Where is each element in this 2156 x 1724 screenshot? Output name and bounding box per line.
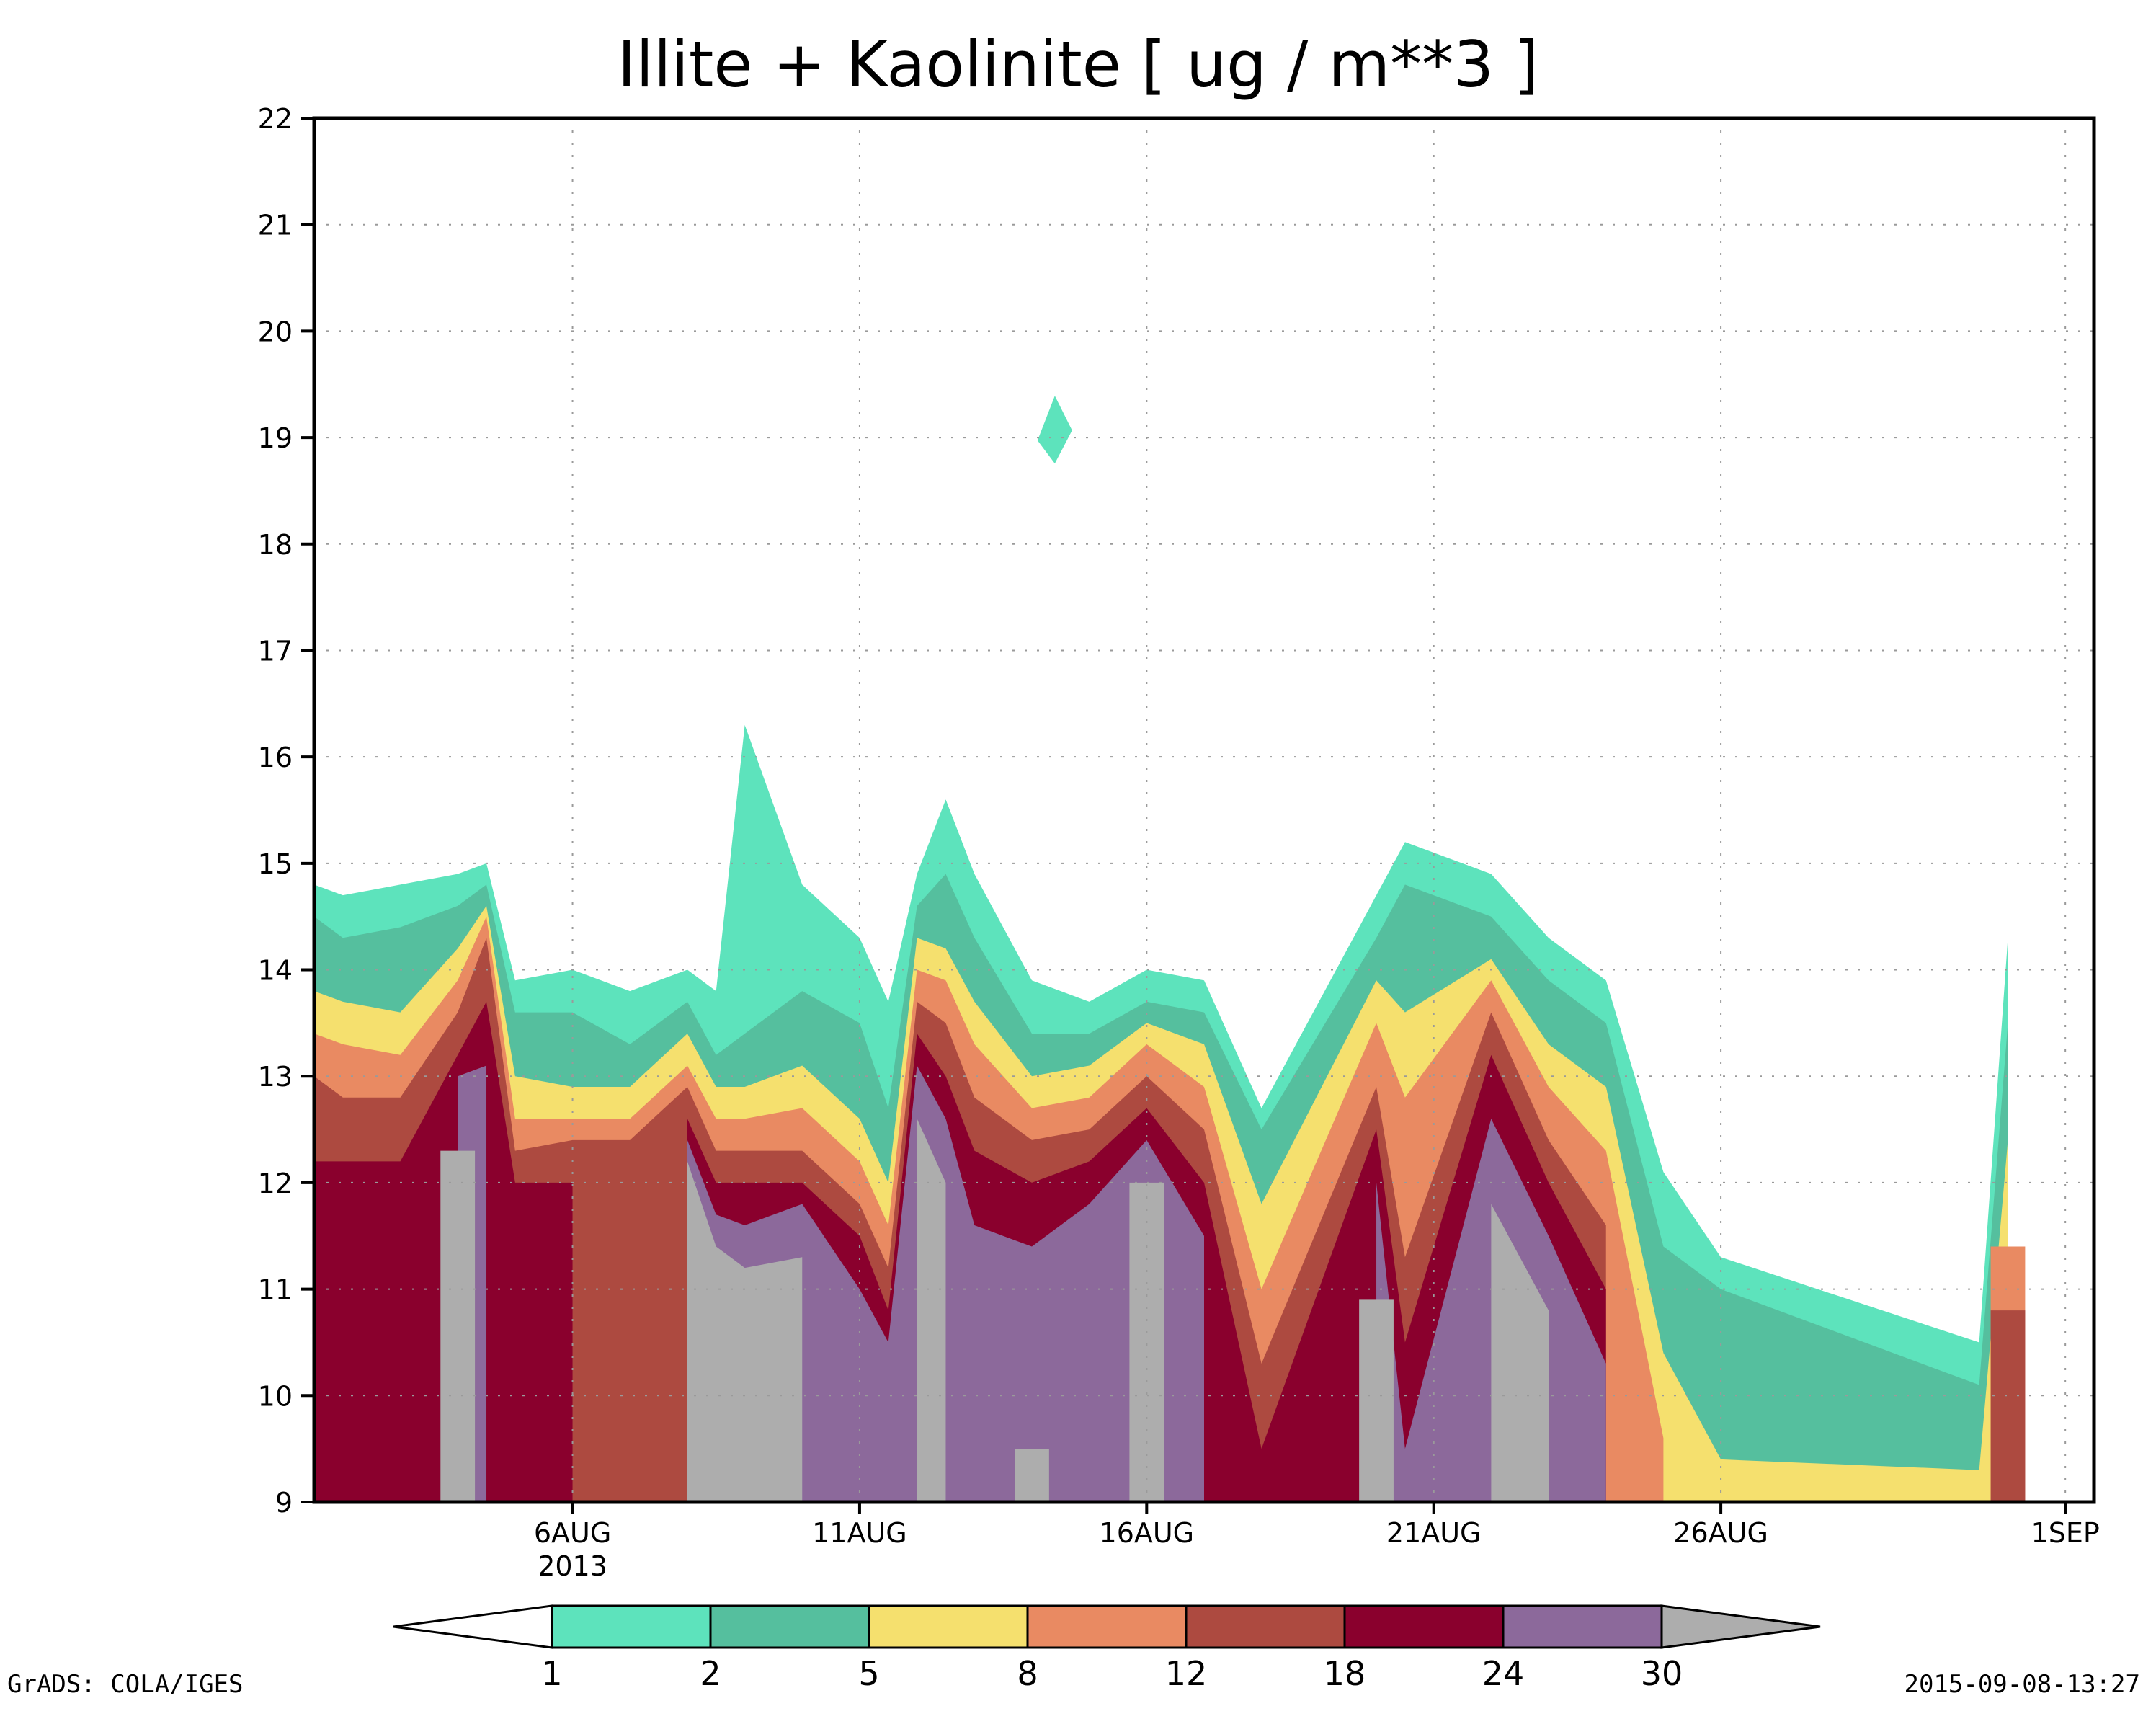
x-tick-label-11AUG: 11AUG — [812, 1517, 907, 1549]
x-tick-label-26AUG: 26AUG — [1673, 1517, 1768, 1549]
contour-band-gt30-3 — [1015, 1449, 1049, 1502]
y-tick-label-19: 19 — [258, 422, 293, 454]
colorbar-label-8: 8 — [1017, 1654, 1038, 1693]
colorbar-box-5-8 — [868, 1604, 1029, 1649]
y-tick-label-13: 13 — [258, 1061, 293, 1093]
y-tick-label-21: 21 — [258, 210, 293, 241]
plot-frame — [312, 116, 2096, 1504]
colorbar-label-18: 18 — [1324, 1654, 1366, 1693]
y-tick-label-20: 20 — [258, 316, 293, 347]
y-tick-label-11: 11 — [258, 1274, 293, 1306]
footer-right: 2015-09-08-13:27 — [1904, 1670, 2140, 1699]
gridlines — [314, 118, 2094, 1502]
y-tick-label-15: 15 — [258, 848, 293, 880]
x-tick-label-16AUG: 16AUG — [1100, 1517, 1195, 1549]
y-tick-label-10: 10 — [258, 1380, 293, 1412]
y-tick-label-16: 16 — [258, 742, 293, 773]
contour-band-gt30-0 — [440, 1150, 476, 1502]
colorbar-label-5: 5 — [858, 1654, 879, 1693]
contour-band-gt30-5 — [1359, 1299, 1394, 1502]
colorbar-box-1-2 — [551, 1604, 712, 1649]
colorbar-box-8-12 — [1026, 1604, 1188, 1649]
colorbar-label-2: 2 — [700, 1654, 721, 1693]
x-tick-label-6AUG: 6AUG — [534, 1517, 611, 1549]
contour-band-gt30-6 — [1491, 1204, 1549, 1502]
footer-left: GrADS: COLA/IGES — [7, 1670, 244, 1699]
colorbar-label-24: 24 — [1482, 1654, 1525, 1693]
x-tick-sublabel-2013: 2013 — [538, 1550, 607, 1582]
contour-band-gt30-2 — [917, 1119, 946, 1502]
colorbar-label-30: 30 — [1641, 1654, 1683, 1693]
chart-title: Illite + Kaolinite [ ug / m**3 ] — [618, 27, 1539, 102]
y-tick-label-9: 9 — [275, 1487, 293, 1519]
contour-band-gt30-4 — [1129, 1182, 1164, 1502]
y-tick-label-17: 17 — [258, 635, 293, 667]
contour-band-gt30-1 — [687, 1161, 803, 1502]
y-tick-label-18: 18 — [258, 529, 293, 561]
colorbar-label-12: 12 — [1165, 1654, 1208, 1693]
isolated-feature-0 — [1037, 396, 1072, 464]
y-tick-label-22: 22 — [258, 103, 293, 135]
colorbar-arrow-low — [393, 1604, 553, 1649]
y-tick-label-12: 12 — [258, 1168, 293, 1199]
x-tick-label-1SEP: 1SEP — [2031, 1517, 2100, 1549]
contour-fills — [314, 396, 2026, 1502]
x-tick-label-21AUG: 21AUG — [1386, 1517, 1482, 1549]
colorbar-box-24-30 — [1502, 1604, 1663, 1649]
colorbar: 1 2 5 8 12 18 24 30 — [393, 1604, 1821, 1693]
colorbar-label-1: 1 — [541, 1654, 562, 1693]
colorbar-arrow-high — [1660, 1604, 1821, 1649]
contour-band-12-18-1 — [1990, 1310, 2026, 1502]
colorbar-box-12-18 — [1185, 1604, 1346, 1649]
colorbar-box-2-5 — [709, 1604, 870, 1649]
y-axis: 9 10 11 12 13 14 15 16 17 18 19 20 21 22 — [258, 103, 314, 1519]
colorbar-box-18-24 — [1343, 1604, 1505, 1649]
y-tick-label-14: 14 — [258, 955, 293, 987]
